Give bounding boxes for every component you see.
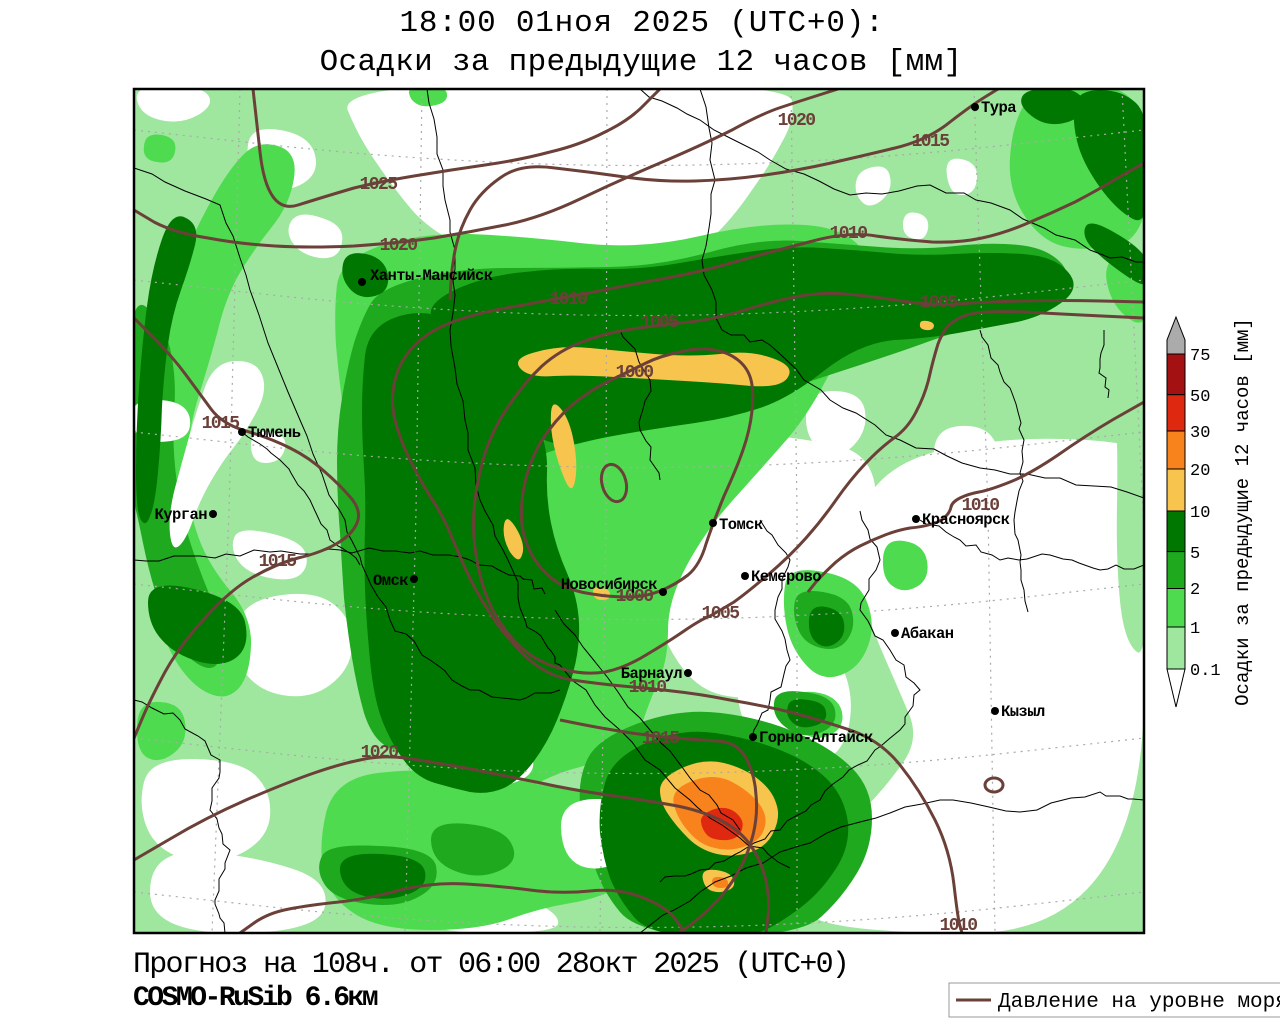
- svg-text:COSMO-RuSib 6.6км: COSMO-RuSib 6.6км: [133, 983, 378, 1014]
- svg-text:1010: 1010: [550, 290, 588, 310]
- svg-text:1015: 1015: [259, 552, 297, 572]
- svg-text:1025: 1025: [360, 175, 398, 195]
- svg-text:1020: 1020: [361, 743, 399, 763]
- svg-text:50: 50: [1190, 388, 1210, 407]
- svg-text:5: 5: [1190, 545, 1200, 564]
- svg-text:Омск: Омск: [373, 572, 408, 590]
- svg-text:1015: 1015: [642, 729, 680, 749]
- svg-text:Красноярск: Красноярск: [922, 511, 1010, 529]
- svg-text:Барнаул: Барнаул: [621, 665, 683, 683]
- svg-text:30: 30: [1190, 424, 1210, 443]
- svg-text:1020: 1020: [380, 236, 418, 256]
- svg-text:1005: 1005: [702, 604, 740, 624]
- svg-text:20: 20: [1190, 462, 1210, 481]
- svg-text:Осадки за предыдущие 12 часов: Осадки за предыдущие 12 часов [мм]: [1232, 318, 1254, 706]
- svg-text:1015: 1015: [202, 414, 240, 434]
- svg-text:1000: 1000: [616, 587, 654, 607]
- svg-text:1010: 1010: [830, 224, 868, 244]
- svg-text:1015: 1015: [912, 132, 950, 152]
- svg-text:1000: 1000: [616, 363, 654, 383]
- svg-text:Тюмень: Тюмень: [248, 424, 301, 442]
- svg-text:Тура: Тура: [981, 99, 1016, 117]
- svg-text:Курган: Курган: [154, 506, 207, 524]
- svg-text:10: 10: [1190, 504, 1210, 523]
- svg-text:1010: 1010: [962, 496, 1000, 516]
- svg-text:1: 1: [1190, 620, 1200, 639]
- svg-text:1005: 1005: [641, 313, 679, 333]
- svg-text:Томск: Томск: [719, 516, 763, 534]
- svg-text:Абакан: Абакан: [901, 625, 954, 643]
- svg-text:Прогноз на 108ч. от 06:00 28ок: Прогноз на 108ч. от 06:00 28окт 2025 (UT…: [133, 948, 848, 982]
- svg-text:1020: 1020: [778, 111, 816, 131]
- svg-text:1010: 1010: [629, 678, 667, 698]
- svg-text:0.1: 0.1: [1190, 662, 1221, 681]
- svg-text:75: 75: [1190, 347, 1210, 366]
- svg-text:Новосибирск: Новосибирск: [561, 576, 658, 594]
- svg-text:Горно-Алтайск: Горно-Алтайск: [759, 729, 873, 747]
- svg-text:1005: 1005: [920, 293, 958, 313]
- svg-text:Кемерово: Кемерово: [751, 568, 821, 586]
- svg-text:Кызыл: Кызыл: [1001, 703, 1045, 721]
- svg-text:Осадки за предыдущие 12 часов: Осадки за предыдущие 12 часов [мм]: [320, 45, 963, 80]
- svg-text:Давление на уровне моря: Давление на уровне моря: [998, 991, 1280, 1014]
- svg-text:1010: 1010: [940, 916, 978, 936]
- svg-text:Ханты-Мансийск: Ханты-Мансийск: [370, 267, 493, 285]
- svg-text:18:00 01ноя 2025 (UTC+0):: 18:00 01ноя 2025 (UTC+0):: [399, 6, 884, 41]
- svg-text:2: 2: [1190, 581, 1200, 600]
